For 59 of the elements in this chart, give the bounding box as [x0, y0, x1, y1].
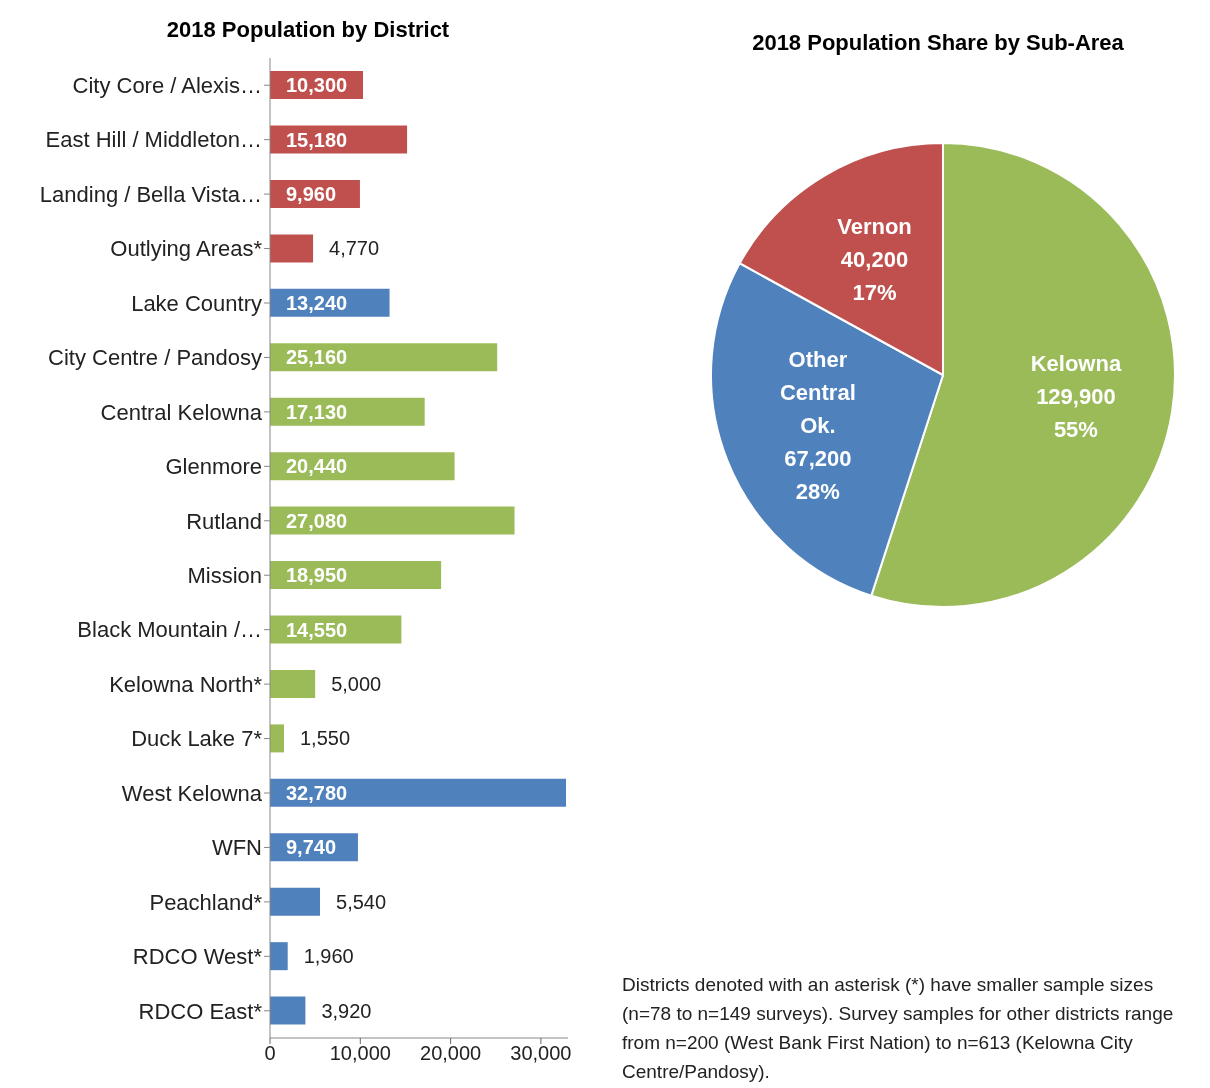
- bar: [270, 669, 316, 698]
- y-tick-label: Duck Lake 7*: [131, 726, 263, 752]
- y-tick-label: Outlying Areas*: [110, 236, 263, 262]
- slice-label: Vernon: [837, 214, 912, 240]
- slice-label: Kelowna: [1030, 351, 1122, 377]
- data-label: 1,550: [300, 727, 351, 750]
- data-label: 4,770: [329, 237, 380, 260]
- bar: [270, 778, 567, 807]
- data-label: 13,240: [286, 291, 348, 314]
- bar: [270, 942, 288, 971]
- data-label: 20,440: [286, 455, 348, 478]
- data-label: 25,160: [286, 346, 348, 369]
- data-label: 3,920: [321, 999, 372, 1022]
- x-tick-label: 30,000: [510, 1042, 572, 1065]
- data-label: 67,200 28%: [784, 445, 852, 504]
- data-label: 5,540: [336, 890, 387, 913]
- data-label: 40,200 17%: [840, 247, 909, 306]
- y-tick-label: City Core / Alexis…: [72, 73, 262, 99]
- data-label: 10,300: [286, 74, 348, 97]
- data-label: 9,960: [286, 182, 337, 205]
- y-tick-label: RDCO West*: [132, 944, 263, 970]
- bar: [270, 452, 455, 481]
- y-tick-label: City Centre / Pandosy: [48, 345, 262, 371]
- y-tick-label: Kelowna North*: [109, 671, 263, 697]
- x-tick-label: 10,000: [329, 1042, 391, 1065]
- y-tick-label: Black Mountain /…: [77, 617, 262, 643]
- y-tick-label: Landing / Bella Vista…: [39, 181, 262, 207]
- data-label: 9,740: [286, 836, 337, 859]
- bar: [270, 234, 314, 263]
- slice-label: Other Central Ok.: [779, 346, 856, 438]
- bar: [270, 343, 498, 372]
- data-label: 32,780: [286, 781, 348, 804]
- data-label: 15,180: [286, 128, 348, 151]
- y-tick-label: Glenmore: [165, 454, 262, 480]
- bar: [270, 724, 284, 753]
- bar: [270, 506, 515, 535]
- data-label: 18,950: [286, 564, 348, 587]
- x-tick-label: 20,000: [420, 1042, 482, 1065]
- y-tick-label: Central Kelowna: [100, 399, 263, 425]
- x-tick-label: 0: [264, 1042, 276, 1065]
- y-tick-label: West Kelowna: [121, 780, 263, 806]
- data-label: 14,550: [286, 618, 348, 641]
- data-label: 17,130: [286, 400, 348, 423]
- chart-title: 2018 Population by District: [165, 16, 451, 44]
- data-label: 129,900 55%: [1036, 384, 1116, 443]
- y-tick-label: East Hill / Middleton…: [45, 127, 262, 153]
- y-tick-label: RDCO East*: [138, 998, 263, 1024]
- text: Districts denoted with an asterisk (*) have smaller sample sizes (n=78 to n=149 surveys). Survey samples for other districts range from n=200 (West Bank First Nation) to n=613 (Kelowna City Centre/Pandosy).: [622, 973, 1175, 1084]
- y-tick-label: WFN: [211, 835, 262, 861]
- bar: [270, 887, 321, 916]
- bar: [270, 996, 306, 1025]
- data-label: 1,960: [303, 945, 354, 968]
- y-tick-label: Rutland: [186, 508, 262, 534]
- data-label: 27,080: [286, 509, 348, 532]
- data-label: 5,000: [331, 672, 382, 695]
- y-tick-label: Mission: [187, 563, 262, 589]
- y-tick-label: Lake Country: [131, 290, 262, 316]
- chart-title: 2018 Population Share by Sub-Area: [751, 30, 1125, 57]
- y-tick-label: Peachland*: [149, 889, 263, 915]
